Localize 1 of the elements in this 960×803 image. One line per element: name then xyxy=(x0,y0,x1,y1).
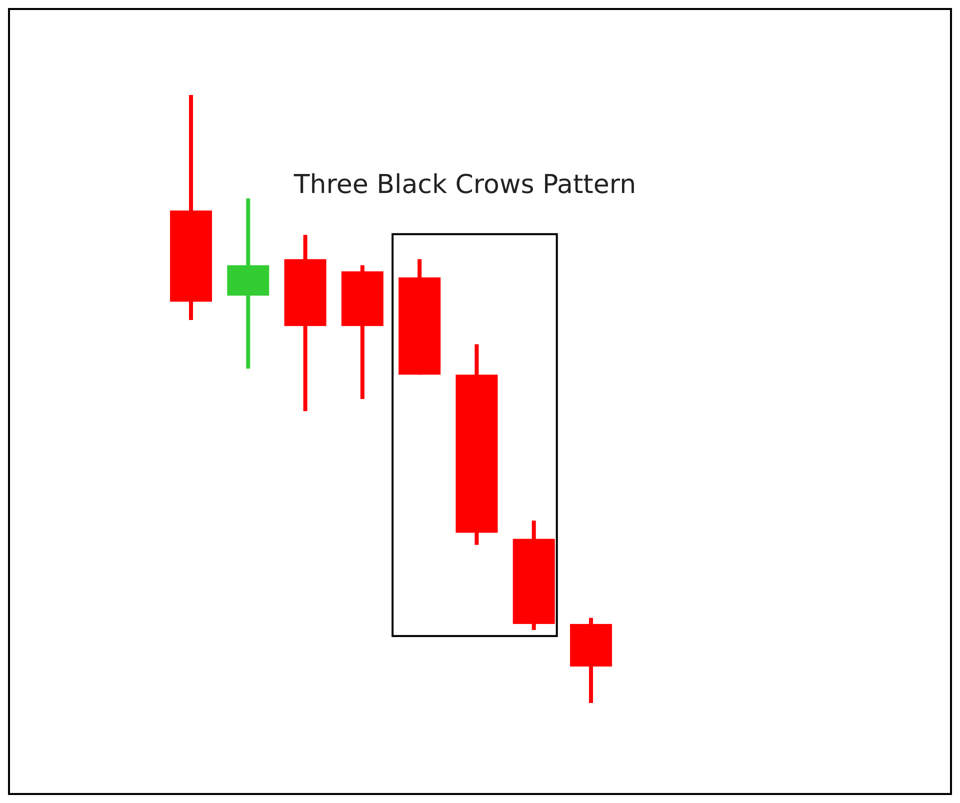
text: Three Black Crows Pattern xyxy=(292,170,636,200)
